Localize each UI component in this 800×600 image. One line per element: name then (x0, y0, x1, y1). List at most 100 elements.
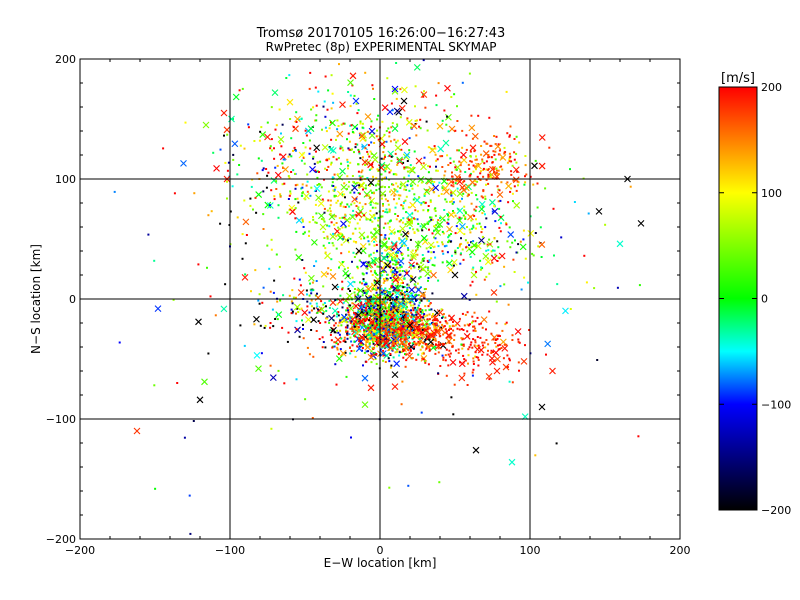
data-point (507, 303, 510, 306)
data-point (338, 266, 340, 269)
data-point (373, 306, 375, 309)
data-point (365, 316, 368, 319)
data-point (375, 291, 378, 294)
data-point (315, 114, 318, 117)
data-point (195, 318, 202, 326)
data-point (415, 332, 418, 335)
data-point (360, 326, 363, 329)
data-point (400, 204, 403, 207)
data-point (241, 233, 244, 236)
data-point (347, 132, 350, 135)
data-point (412, 228, 415, 231)
data-point (405, 188, 408, 191)
data-point (474, 180, 477, 183)
data-point (408, 333, 411, 336)
data-point (410, 278, 413, 280)
data-point (270, 106, 273, 109)
data-point (390, 102, 393, 105)
data-point (396, 325, 399, 328)
data-point (503, 265, 506, 268)
data-point (357, 192, 360, 194)
data-point (354, 296, 362, 304)
data-point (305, 316, 312, 323)
data-point (455, 179, 458, 182)
data-point (474, 209, 477, 212)
data-point (270, 138, 273, 141)
data-point (361, 401, 369, 408)
data-point (360, 171, 363, 174)
data-point (331, 184, 334, 187)
data-point (425, 288, 427, 290)
data-point (422, 59, 425, 62)
data-point (312, 157, 315, 160)
data-point (456, 187, 459, 190)
data-point (401, 253, 404, 256)
data-point (336, 303, 339, 306)
data-point (383, 271, 386, 273)
data-point (468, 167, 471, 170)
data-point (367, 153, 370, 156)
data-point (370, 314, 373, 317)
data-point (469, 343, 472, 346)
data-point (362, 261, 365, 264)
data-point (406, 289, 409, 291)
data-point (403, 334, 406, 337)
data-point (360, 342, 363, 345)
data-point (401, 138, 409, 145)
data-point (265, 168, 268, 170)
data-point (335, 222, 338, 224)
data-point (328, 321, 331, 324)
data-point (220, 305, 228, 313)
data-point (300, 159, 303, 162)
data-point (335, 235, 338, 238)
data-point (324, 321, 327, 324)
data-point (508, 135, 511, 138)
data-point (254, 269, 257, 272)
data-point (373, 237, 376, 240)
data-point (407, 484, 410, 487)
data-point (420, 202, 423, 205)
data-point (422, 358, 425, 361)
data-point (454, 129, 457, 132)
data-point (113, 190, 116, 193)
data-point (354, 143, 357, 146)
data-point (436, 309, 444, 316)
data-point (399, 317, 402, 320)
data-point (490, 144, 493, 147)
data-point (375, 272, 377, 275)
data-point (427, 363, 430, 366)
data-point (427, 222, 430, 225)
data-point (391, 109, 394, 112)
data-point (304, 129, 307, 132)
data-point (413, 329, 415, 332)
data-point (472, 360, 475, 363)
data-point (324, 247, 327, 250)
data-point (378, 230, 381, 233)
data-point (270, 238, 273, 241)
data-point (638, 284, 641, 287)
data-point (374, 263, 377, 266)
data-point (475, 356, 478, 359)
data-point (399, 326, 402, 329)
data-point (326, 272, 329, 275)
data-point (394, 291, 397, 294)
data-point (402, 313, 405, 316)
data-point (247, 123, 250, 126)
data-point (398, 351, 401, 354)
data-point (488, 238, 491, 241)
data-point (416, 321, 419, 324)
data-point (461, 129, 464, 132)
data-point (330, 339, 333, 342)
data-point (445, 200, 448, 203)
data-point (383, 344, 386, 346)
data-point (282, 294, 285, 297)
data-point (360, 184, 363, 187)
data-point (368, 295, 371, 298)
data-point (324, 75, 327, 78)
data-point (305, 184, 308, 187)
data-point (427, 336, 430, 338)
data-point (492, 338, 495, 341)
data-point (499, 230, 502, 233)
data-point (461, 81, 464, 84)
data-point (406, 160, 409, 162)
